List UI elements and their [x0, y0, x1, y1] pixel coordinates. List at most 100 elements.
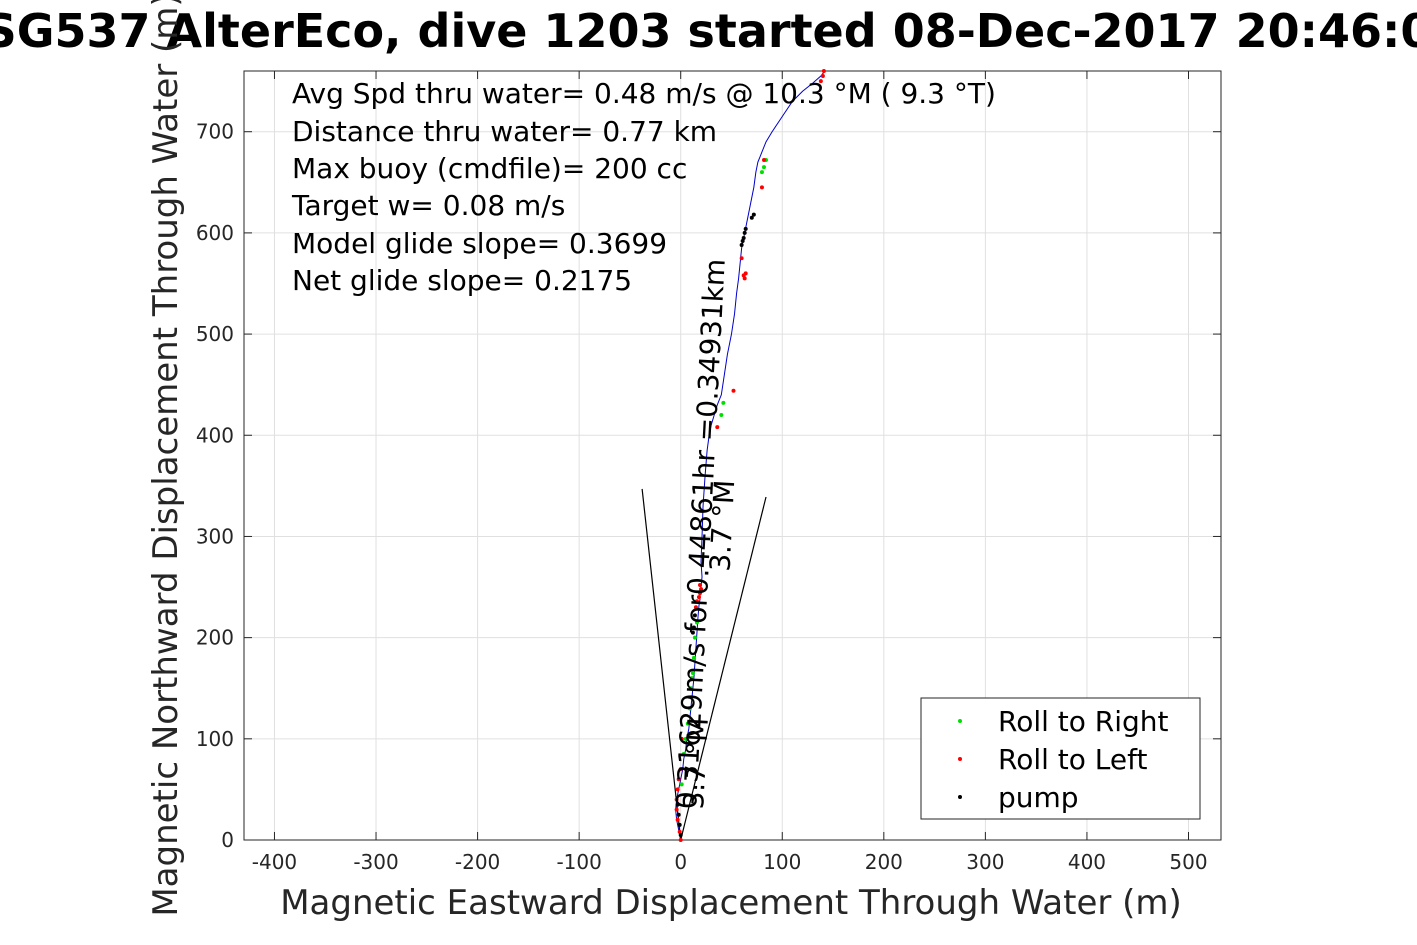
x-tick-label: 100 — [763, 850, 801, 874]
point-roll-to-right — [692, 635, 697, 640]
x-tick-label: 300 — [966, 850, 1004, 874]
y-tick-label: 700 — [196, 120, 234, 144]
point-roll-to-left — [743, 271, 748, 276]
plot-area — [243, 70, 1222, 841]
legend-label-roll-right: Roll to Right — [998, 705, 1169, 738]
point-roll-to-left — [820, 74, 825, 79]
legend-marker-roll-left — [958, 757, 962, 761]
x-axis-label: Magnetic Eastward Displacement Through W… — [280, 883, 1182, 923]
point-roll-to-right — [694, 620, 699, 625]
point-roll-to-left — [675, 787, 680, 792]
point-roll-to-left — [759, 185, 764, 190]
legend-marker-pump — [958, 795, 962, 799]
point-roll-to-left — [693, 605, 698, 610]
y-tick-label: 600 — [196, 221, 234, 245]
point-roll-to-right — [679, 782, 684, 787]
point-pump — [749, 215, 754, 220]
y-tick-label: 500 — [196, 322, 234, 346]
point-roll-to-right — [759, 170, 764, 175]
annotation-1: 3.7 °M — [677, 717, 715, 810]
track-polyline — [675, 70, 826, 841]
point-roll-to-right — [688, 686, 693, 691]
point-roll-to-left — [674, 807, 679, 812]
point-roll-to-left — [698, 583, 703, 588]
point-pump — [677, 822, 682, 827]
point-roll-to-left — [676, 777, 681, 782]
point-roll-to-left — [699, 587, 704, 592]
point-pump — [690, 630, 695, 635]
x-tick-label: -200 — [455, 850, 500, 874]
x-tick-label: 200 — [865, 850, 903, 874]
stat-target-w: Target w= 0.08 m/s — [291, 189, 565, 222]
legend-box — [920, 697, 1201, 820]
point-roll-to-left — [821, 69, 826, 73]
point-roll-to-right — [691, 655, 696, 660]
y-tick-label: 300 — [196, 524, 234, 548]
point-roll-to-left — [696, 595, 701, 600]
legend-label-roll-left: Roll to Left — [998, 743, 1147, 776]
point-roll-to-right — [721, 400, 726, 405]
point-roll-to-left — [678, 838, 683, 842]
point-roll-to-left — [694, 599, 699, 604]
point-roll-to-right — [687, 706, 692, 711]
legend-label-pump: pump — [998, 781, 1079, 814]
point-pump — [691, 625, 696, 630]
point-roll-to-right — [690, 671, 695, 676]
point-roll-to-left — [742, 276, 747, 281]
point-pump — [692, 613, 697, 618]
point-roll-to-right — [685, 721, 690, 726]
point-pump — [751, 212, 756, 217]
point-roll-to-right — [683, 736, 688, 741]
point-pump — [742, 230, 747, 235]
point-pump — [743, 226, 748, 231]
stat-distance: Distance thru water= 0.77 km — [292, 115, 717, 148]
stat-max-buoy: Max buoy (cmdfile)= 200 cc — [292, 152, 687, 185]
stat-avg-speed: Avg Spd thru water= 0.48 m/s @ 10.3 °M (… — [292, 77, 996, 110]
y-axis-label: Magnetic Northward Displacement Through … — [146, 0, 186, 917]
point-roll-to-left — [731, 388, 736, 393]
point-pump — [741, 235, 746, 240]
point-roll-to-left — [677, 829, 682, 834]
point-roll-to-left — [679, 736, 684, 741]
point-roll-to-left — [698, 591, 703, 596]
point-roll-to-left — [715, 425, 720, 430]
point-roll-to-left — [678, 767, 683, 772]
stats-box: Avg Spd thru water= 0.48 m/s @ 10.3 °M (… — [291, 77, 996, 297]
x-tick-label: -400 — [252, 850, 297, 874]
point-roll-to-right — [689, 676, 694, 681]
y-tick-label: 100 — [196, 727, 234, 751]
data-points — [674, 69, 826, 842]
x-tick-label: -100 — [556, 850, 601, 874]
point-pump — [676, 812, 681, 817]
glide-cone-line — [680, 496, 767, 841]
y-tick-label: 200 — [196, 626, 234, 650]
point-roll-to-left — [739, 256, 744, 261]
annotation-2: 3.7 °M — [703, 479, 741, 572]
stat-model-glide-slope: Model glide slope= 0.3699 — [292, 227, 667, 260]
point-roll-to-right — [719, 413, 724, 418]
glide-cone-line — [641, 488, 682, 841]
point-roll-to-left — [818, 79, 823, 84]
point-pump — [740, 238, 745, 243]
chart-title: SG537 AlterEco, dive 1203 started 08-Dec… — [0, 4, 1417, 58]
track-line — [675, 70, 826, 841]
point-roll-to-left — [675, 817, 680, 822]
legend-marker-roll-right — [958, 719, 962, 723]
x-tick-label: 500 — [1169, 850, 1207, 874]
glide-cone — [641, 488, 767, 841]
x-tick-label: 0 — [674, 850, 687, 874]
point-pump — [678, 832, 683, 837]
legend: Roll to Right Roll to Left pump — [920, 697, 1201, 820]
point-pump — [739, 243, 744, 248]
stat-net-glide-slope: Net glide slope= 0.2175 — [292, 264, 632, 297]
point-roll-to-right — [681, 751, 686, 756]
point-roll-to-left — [761, 158, 766, 163]
axis-ticks: -400 -300 -200 -100 0 100 200 300 400 500 0 100 200 3… — [196, 71, 1221, 874]
point-roll-to-left — [674, 797, 679, 802]
x-tick-label: 400 — [1068, 850, 1106, 874]
y-tick-label: 400 — [196, 423, 234, 447]
point-pump — [675, 802, 680, 807]
x-tick-label: -300 — [353, 850, 398, 874]
y-tick-label: 0 — [221, 828, 234, 852]
